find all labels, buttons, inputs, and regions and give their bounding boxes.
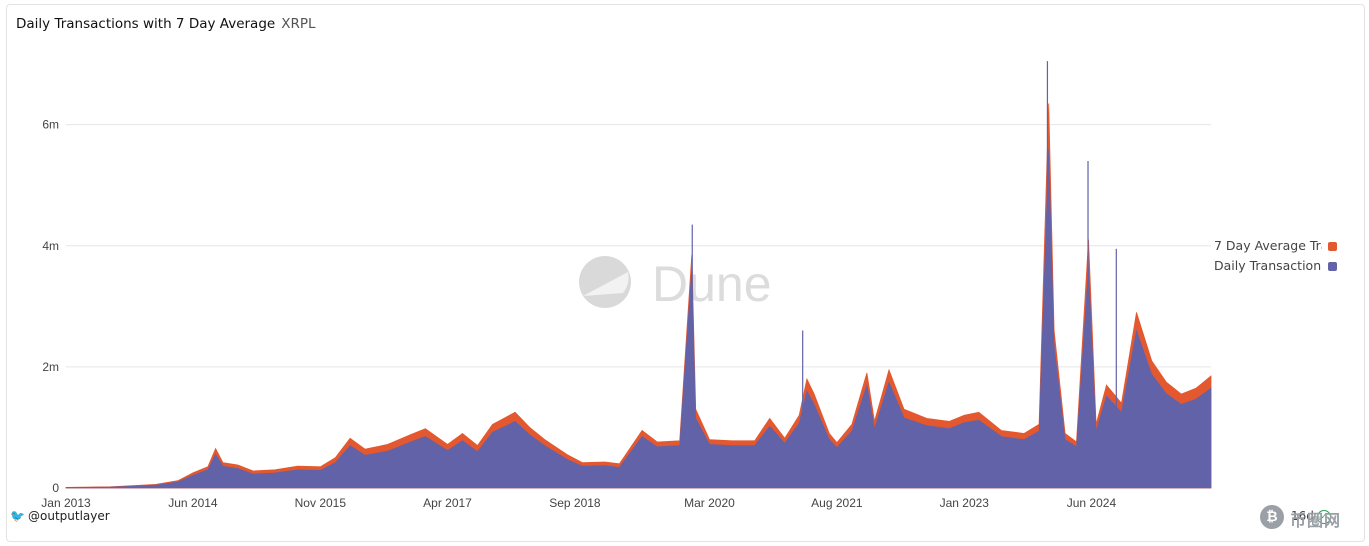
data-age: 16d ✓: [1291, 509, 1331, 524]
legend-swatch-avg: [1328, 242, 1337, 251]
x-tick-label: Mar 2020: [684, 496, 735, 510]
y-tick-label: 4m: [42, 239, 59, 253]
author-handle: @outputlayer: [28, 509, 110, 523]
x-tick-label: Jan 2023: [940, 496, 990, 510]
y-axis: 0 2m 4m 6m: [42, 118, 59, 495]
dune-watermark: Dune: [579, 256, 772, 312]
dune-watermark-text: Dune: [652, 256, 772, 312]
series-layer: [65, 61, 1212, 489]
x-tick-label: Jun 2024: [1067, 496, 1117, 510]
x-tick-label: Aug 2021: [811, 496, 863, 510]
legend: 7 Day Average Tra Daily Transaction C: [1214, 238, 1340, 278]
age-text: 16d: [1291, 509, 1314, 523]
x-tick-label: Apr 2017: [423, 496, 472, 510]
y-tick-label: 0: [52, 481, 59, 495]
x-tick-label: Nov 2015: [295, 496, 347, 510]
legend-swatch-daily: [1328, 262, 1337, 271]
chart-title-text: Daily Transactions with 7 Day Average: [16, 16, 276, 32]
dune-mascot-icon: 🐦: [10, 509, 25, 523]
x-axis: Jan 2013 Jun 2014 Nov 2015 Apr 2017 Sep 2018…: [41, 496, 1116, 510]
series-area-daily-transactions[interactable]: [65, 148, 1212, 489]
x-tick-label: Sep 2018: [549, 496, 601, 510]
dune-logo-stripe-icon: [583, 272, 629, 296]
footer-author[interactable]: 🐦 @outputlayer: [10, 509, 110, 523]
check-icon: ✓: [1316, 509, 1331, 524]
chart-subtitle: XRPL: [281, 16, 316, 32]
y-tick-label: 2m: [42, 360, 59, 374]
site-watermark: ₿ 币圈网: [1254, 502, 1360, 532]
bitcoin-icon: ₿: [1260, 505, 1284, 529]
chart-title: Daily Transactions with 7 Day Average XRP…: [16, 16, 316, 32]
y-tick-label: 6m: [42, 118, 59, 132]
x-tick-label: Jan 2013: [41, 496, 91, 510]
legend-label-avg: 7 Day Average Tra: [1214, 238, 1322, 253]
watermark-text: 币圈网: [1290, 511, 1342, 530]
legend-label-daily: Daily Transaction C: [1214, 258, 1322, 273]
legend-item-avg[interactable]: 7 Day Average Tra: [1214, 238, 1340, 258]
x-tick-label: Jun 2014: [168, 496, 218, 510]
legend-item-daily[interactable]: Daily Transaction C: [1214, 258, 1340, 278]
